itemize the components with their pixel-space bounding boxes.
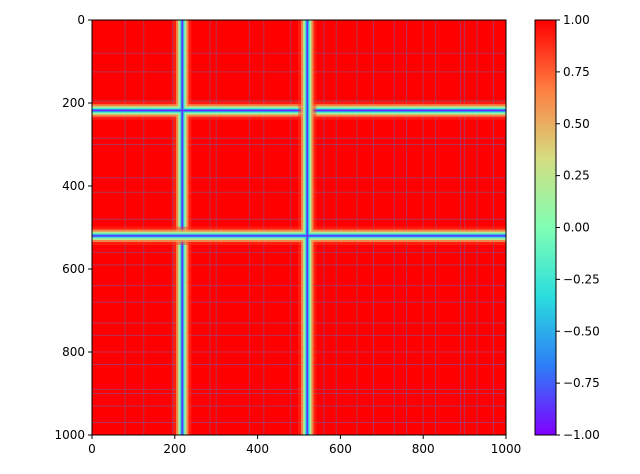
x-tick-label: 400 bbox=[246, 442, 269, 456]
colorbar-tick-label: −0.50 bbox=[563, 324, 600, 338]
band-col bbox=[306, 20, 308, 435]
heatmap-plot-area bbox=[92, 20, 506, 435]
x-tick-label: 600 bbox=[329, 442, 352, 456]
y-tick-label: 1000 bbox=[54, 428, 85, 442]
y-tick-label: 800 bbox=[62, 345, 85, 359]
plot-frame bbox=[91, 19, 507, 436]
y-tick-label: 0 bbox=[77, 13, 85, 27]
colorbar-tick-label: 1.00 bbox=[563, 13, 590, 27]
colorbar-tick-label: 0.75 bbox=[563, 65, 590, 79]
y-tick-label: 400 bbox=[62, 179, 85, 193]
x-tick-label: 0 bbox=[88, 442, 96, 456]
colorbar-axis: −1.00 −0.75 −0.50 −0.25 0.00 0.25 0.50 0.75 1.00 bbox=[556, 13, 600, 442]
colorbar-tick-label: 0.50 bbox=[563, 117, 590, 131]
x-tick-label: 200 bbox=[163, 442, 186, 456]
colorbar-tick-label: −0.75 bbox=[563, 376, 600, 390]
y-axis: 0 200 400 600 800 1000 bbox=[54, 13, 92, 442]
colorbar-tick-label: 0.00 bbox=[563, 221, 590, 235]
colorbar-tick-label: −1.00 bbox=[563, 428, 600, 442]
band-row bbox=[92, 235, 506, 237]
colorbar bbox=[534, 19, 557, 436]
x-axis: 0 200 400 600 800 1000 bbox=[88, 435, 521, 456]
x-tick-label: 1000 bbox=[491, 442, 522, 456]
colorbar-tick-label: 0.25 bbox=[563, 169, 590, 183]
colorbar-tick-label: −0.25 bbox=[563, 272, 600, 286]
x-tick-label: 800 bbox=[412, 442, 435, 456]
y-tick-label: 200 bbox=[62, 96, 85, 110]
y-tick-label: 600 bbox=[62, 262, 85, 276]
